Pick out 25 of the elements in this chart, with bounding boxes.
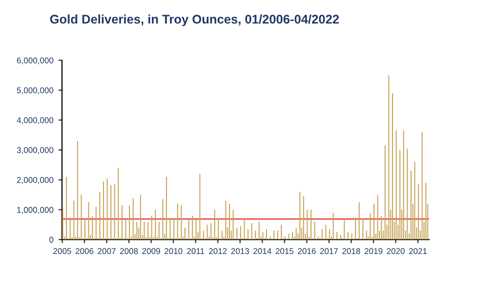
x-tick-label: 2013 <box>231 248 249 254</box>
x-tick-label: 2020 <box>386 248 405 254</box>
x-tick-label: 2018 <box>342 248 360 254</box>
x-tick-label: 2011 <box>187 248 204 254</box>
x-tick-label: 2007 <box>98 248 116 254</box>
x-tick-label: 2009 <box>142 248 160 254</box>
y-tick-label: 6,000,000 <box>17 57 54 64</box>
x-tick-label: 2005 <box>53 248 72 254</box>
x-tick-label: 2006 <box>76 248 94 254</box>
y-tick-label: 3,000,000 <box>16 147 54 154</box>
x-tick-label: 2008 <box>120 248 138 254</box>
y-tick-label: 2,000,000 <box>17 177 54 184</box>
x-tick-label: 2010 <box>164 248 182 254</box>
y-tick-label: 0 <box>49 236 54 243</box>
x-tick-label: 2019 <box>364 248 382 254</box>
x-tick-label: 2017 <box>320 248 338 254</box>
x-tick-label: 2012 <box>209 248 227 254</box>
y-tick-label: 5,000,000 <box>16 87 54 94</box>
chart-title: Gold Deliveries, in Troy Ounces, 01/2006-04/2022 <box>50 14 339 26</box>
x-tick-label: 2021 <box>409 248 427 254</box>
y-tick-label: 4,000,000 <box>16 117 54 124</box>
x-tick-label: 2014 <box>253 248 272 254</box>
x-tick-label: 2015 <box>276 248 294 254</box>
y-tick-label: 1,000,000 <box>17 206 54 214</box>
x-tick-label: 2016 <box>298 248 316 254</box>
